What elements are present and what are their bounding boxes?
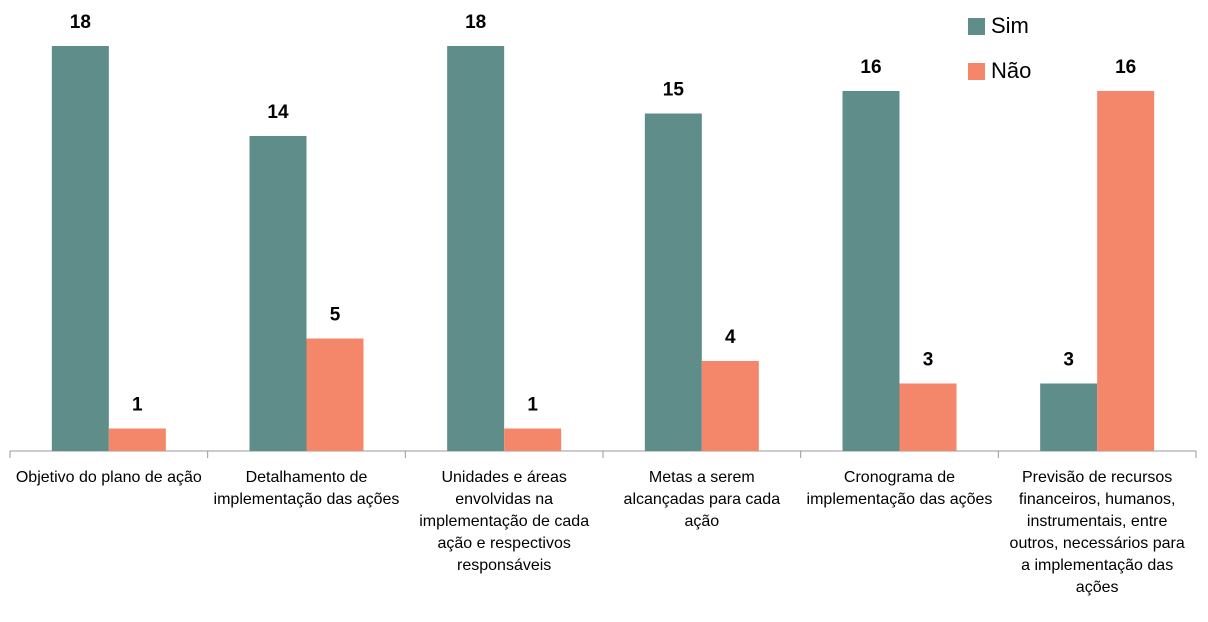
bar — [306, 338, 364, 451]
legend-label: Sim — [991, 13, 1029, 38]
x-tick-label: Unidades e áreas envolvidas na implement… — [419, 469, 590, 574]
value-label: 5 — [330, 305, 341, 326]
value-label: 1 — [132, 395, 143, 416]
x-tick-label: Previsão de recursos financeiros, humano… — [1009, 469, 1185, 596]
legend-label: Não — [991, 58, 1031, 83]
value-label: 16 — [860, 57, 881, 78]
bar — [1040, 383, 1098, 451]
x-tick-label: Cronograma de implementação das ações — [806, 469, 993, 508]
value-label: 16 — [1115, 57, 1136, 78]
value-label: 14 — [267, 102, 289, 123]
bar — [899, 383, 957, 451]
bar — [701, 361, 759, 451]
bar — [249, 136, 307, 451]
value-label: 18 — [70, 12, 91, 33]
value-label: 3 — [1063, 350, 1074, 371]
bar — [842, 91, 900, 451]
bar — [504, 428, 562, 451]
bar — [108, 428, 166, 451]
bar — [644, 113, 702, 451]
x-tick-label: Detalhamento de implementação das ações — [213, 469, 400, 508]
value-label: 4 — [725, 327, 736, 348]
bar — [447, 46, 505, 451]
legend-swatch — [968, 63, 985, 80]
bar — [51, 46, 109, 451]
bar — [1097, 91, 1155, 451]
x-tick-label: Metas a serem alcançadas para cada ação — [623, 469, 781, 530]
value-label: 18 — [465, 12, 486, 33]
value-label: 1 — [527, 395, 538, 416]
value-label: 15 — [663, 80, 685, 101]
value-label: 3 — [923, 350, 934, 371]
x-tick-label: Objetivo do plano de ação — [15, 469, 202, 486]
legend-swatch — [968, 18, 985, 35]
